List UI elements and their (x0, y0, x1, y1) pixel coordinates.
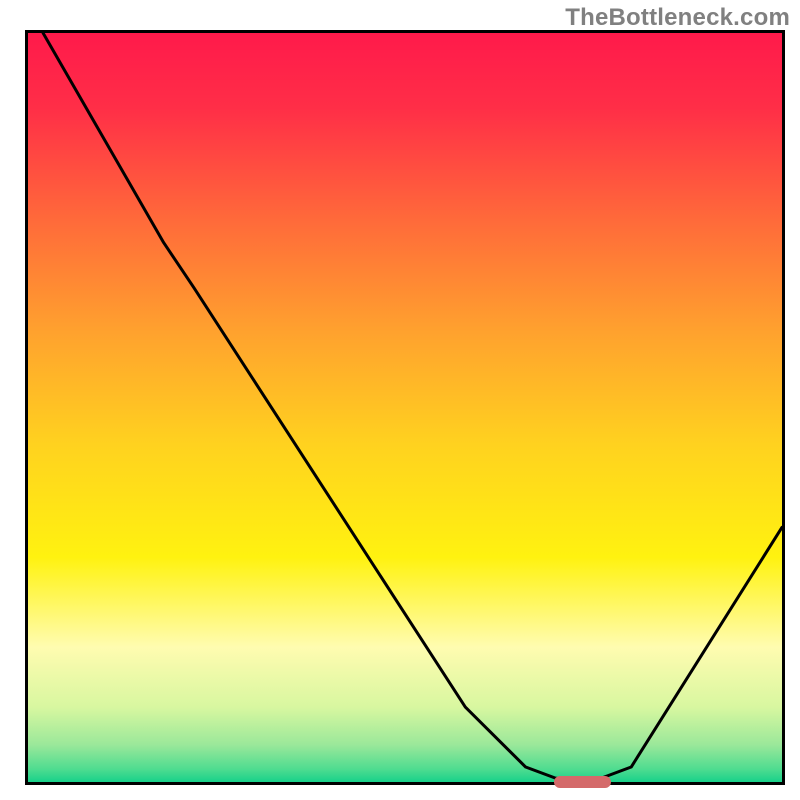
optimal-marker (554, 776, 611, 788)
bottleneck-curve (28, 33, 782, 782)
watermark-text: TheBottleneck.com (565, 4, 790, 32)
canvas: TheBottleneck.com (0, 0, 800, 800)
plot-area (25, 30, 785, 785)
curve-path (43, 33, 782, 778)
